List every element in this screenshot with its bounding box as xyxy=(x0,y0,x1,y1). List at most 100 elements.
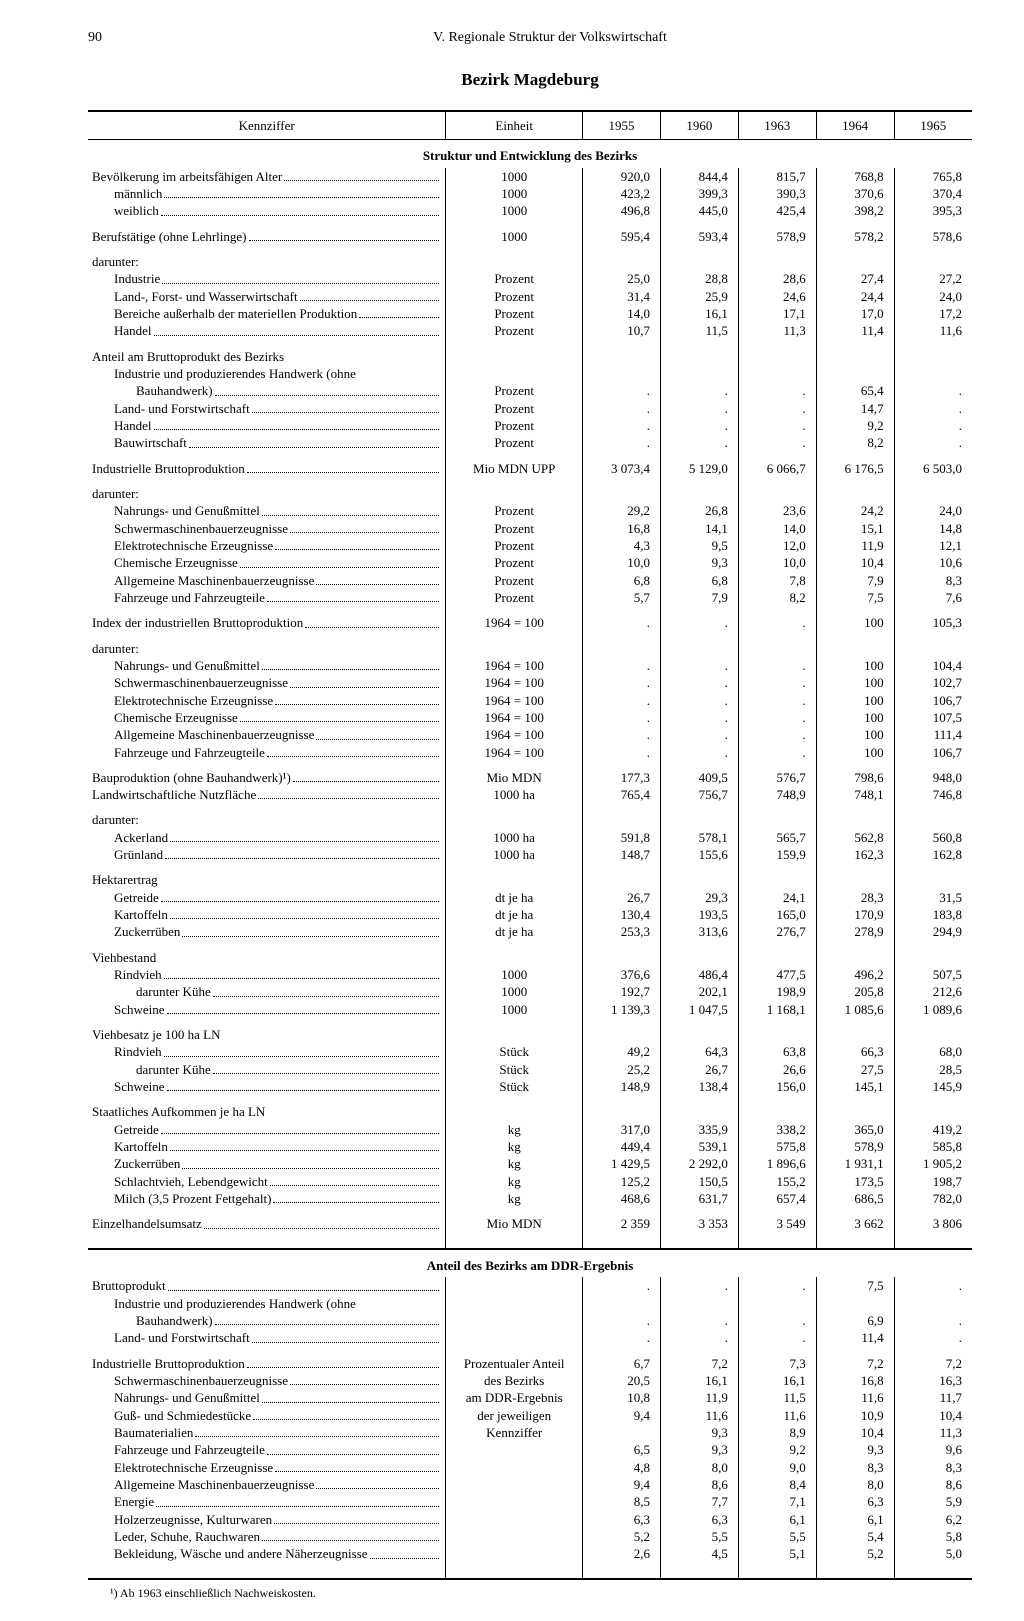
row-label: Bekleidung, Wäsche und andere Näherzeugn… xyxy=(88,1545,446,1562)
row-label: Holzerzeugnisse, Kulturwaren xyxy=(88,1511,446,1528)
row-unit: Prozent xyxy=(446,270,583,287)
cell-value: 7,2 xyxy=(816,1355,894,1372)
cell-value: . xyxy=(660,726,738,743)
table-row: Fahrzeuge und Fahrzeugteile1964 = 100...… xyxy=(88,744,972,761)
cell-value xyxy=(738,348,816,365)
cell-value: 370,6 xyxy=(816,185,894,202)
row-unit xyxy=(446,1476,583,1493)
cell-value: . xyxy=(738,744,816,761)
cell-value: 49,2 xyxy=(583,1043,661,1060)
cell-value: . xyxy=(894,1329,972,1346)
cell-value: 419,2 xyxy=(894,1121,972,1138)
table-row: Index der industriellen Bruttoproduktion… xyxy=(88,614,972,631)
cell-value: 28,6 xyxy=(738,270,816,287)
cell-value: 7,5 xyxy=(816,589,894,606)
cell-value: 9,0 xyxy=(738,1459,816,1476)
cell-value: 477,5 xyxy=(738,966,816,983)
row-label: Staatliches Aufkommen je ha LN xyxy=(88,1103,446,1120)
cell-value: 565,7 xyxy=(738,829,816,846)
cell-value: 562,8 xyxy=(816,829,894,846)
cell-value: 575,8 xyxy=(738,1138,816,1155)
cell-value: . xyxy=(660,382,738,399)
row-label: darunter: xyxy=(88,253,446,270)
cell-value: 4,8 xyxy=(583,1459,661,1476)
cell-value: 8,3 xyxy=(894,1459,972,1476)
cell-value: 6,7 xyxy=(583,1355,661,1372)
cell-value: 6,8 xyxy=(583,572,661,589)
cell-value: 8,9 xyxy=(738,1424,816,1441)
table-row: Hektarertrag xyxy=(88,871,972,888)
row-unit: Prozent xyxy=(446,520,583,537)
cell-value xyxy=(660,348,738,365)
cell-value: 11,6 xyxy=(660,1407,738,1424)
table-row: Leder, Schuhe, Rauchwaren5,25,55,55,45,8 xyxy=(88,1528,972,1545)
cell-value: 576,7 xyxy=(738,769,816,786)
cell-value: 16,3 xyxy=(894,1372,972,1389)
cell-value: 8,0 xyxy=(816,1476,894,1493)
cell-value: 7,6 xyxy=(894,589,972,606)
row-label: Schlachtvieh, Lebendgewicht xyxy=(88,1173,446,1190)
row-unit xyxy=(446,1295,583,1312)
table-row: Getreidedt je ha26,729,324,128,331,5 xyxy=(88,889,972,906)
cell-value: 25,2 xyxy=(583,1061,661,1078)
row-unit: Prozent xyxy=(446,382,583,399)
cell-value: 253,3 xyxy=(583,923,661,940)
row-label: Milch (3,5 Prozent Fettgehalt) xyxy=(88,1190,446,1207)
cell-value: 165,0 xyxy=(738,906,816,923)
row-unit xyxy=(446,1277,583,1294)
row-unit: Prozent xyxy=(446,554,583,571)
cell-value: 2 292,0 xyxy=(660,1155,738,1172)
row-label: Industrielle Bruttoproduktion xyxy=(88,1355,446,1372)
table-row: Bevölkerung im arbeitsfähigen Alter10009… xyxy=(88,168,972,185)
cell-value: 6,5 xyxy=(583,1441,661,1458)
cell-value: 3 806 xyxy=(894,1215,972,1232)
cell-value: 6 176,5 xyxy=(816,460,894,477)
row-label: Land-, Forst- und Wasserwirtschaft xyxy=(88,288,446,305)
cell-value xyxy=(583,485,661,502)
row-unit: Mio MDN xyxy=(446,1215,583,1232)
row-unit: 1000 xyxy=(446,228,583,245)
cell-value: 16,1 xyxy=(660,305,738,322)
cell-value xyxy=(738,485,816,502)
cell-value: 11,6 xyxy=(894,322,972,339)
cell-value xyxy=(660,949,738,966)
cell-value: 6,3 xyxy=(660,1511,738,1528)
cell-value xyxy=(583,1026,661,1043)
table-row: darunter: xyxy=(88,811,972,828)
cell-value: 844,4 xyxy=(660,168,738,185)
row-unit: Stück xyxy=(446,1061,583,1078)
cell-value: 9,2 xyxy=(738,1441,816,1458)
cell-value: 3 073,4 xyxy=(583,460,661,477)
table-row: Industrielle BruttoproduktionMio MDN UPP… xyxy=(88,460,972,477)
cell-value: 10,7 xyxy=(583,322,661,339)
cell-value: . xyxy=(583,674,661,691)
row-label: Elektrotechnische Erzeugnisse xyxy=(88,1459,446,1476)
table-row: Berufstätige (ohne Lehrlinge)1000595,459… xyxy=(88,228,972,245)
cell-value: 24,1 xyxy=(738,889,816,906)
row-unit xyxy=(446,1528,583,1545)
cell-value: . xyxy=(660,674,738,691)
cell-value: 496,2 xyxy=(816,966,894,983)
cell-value: 5,4 xyxy=(816,1528,894,1545)
cell-value: 7,5 xyxy=(816,1277,894,1294)
row-unit: 1000 xyxy=(446,185,583,202)
cell-value: 9,4 xyxy=(583,1476,661,1493)
cell-value: 9,4 xyxy=(583,1407,661,1424)
row-unit: 1000 xyxy=(446,168,583,185)
row-unit xyxy=(446,253,583,270)
cell-value xyxy=(894,1103,972,1120)
cell-value: 1 168,1 xyxy=(738,1001,816,1018)
row-label: Nahrungs- und Genußmittel xyxy=(88,1389,446,1406)
row-label: Industrie und produzierendes Handwerk (o… xyxy=(88,1295,446,1312)
cell-value: 7,7 xyxy=(660,1493,738,1510)
cell-value xyxy=(583,1103,661,1120)
cell-value: 3 662 xyxy=(816,1215,894,1232)
table-row: Allgemeine Maschinenbauerzeugnisse9,48,6… xyxy=(88,1476,972,1493)
row-label: Nahrungs- und Genußmittel xyxy=(88,502,446,519)
cell-value xyxy=(816,253,894,270)
cell-value: 1 089,6 xyxy=(894,1001,972,1018)
cell-value: 815,7 xyxy=(738,168,816,185)
table-row: Schwermaschinenbauerzeugnisse1964 = 100.… xyxy=(88,674,972,691)
row-unit: Prozent xyxy=(446,322,583,339)
cell-value xyxy=(894,640,972,657)
